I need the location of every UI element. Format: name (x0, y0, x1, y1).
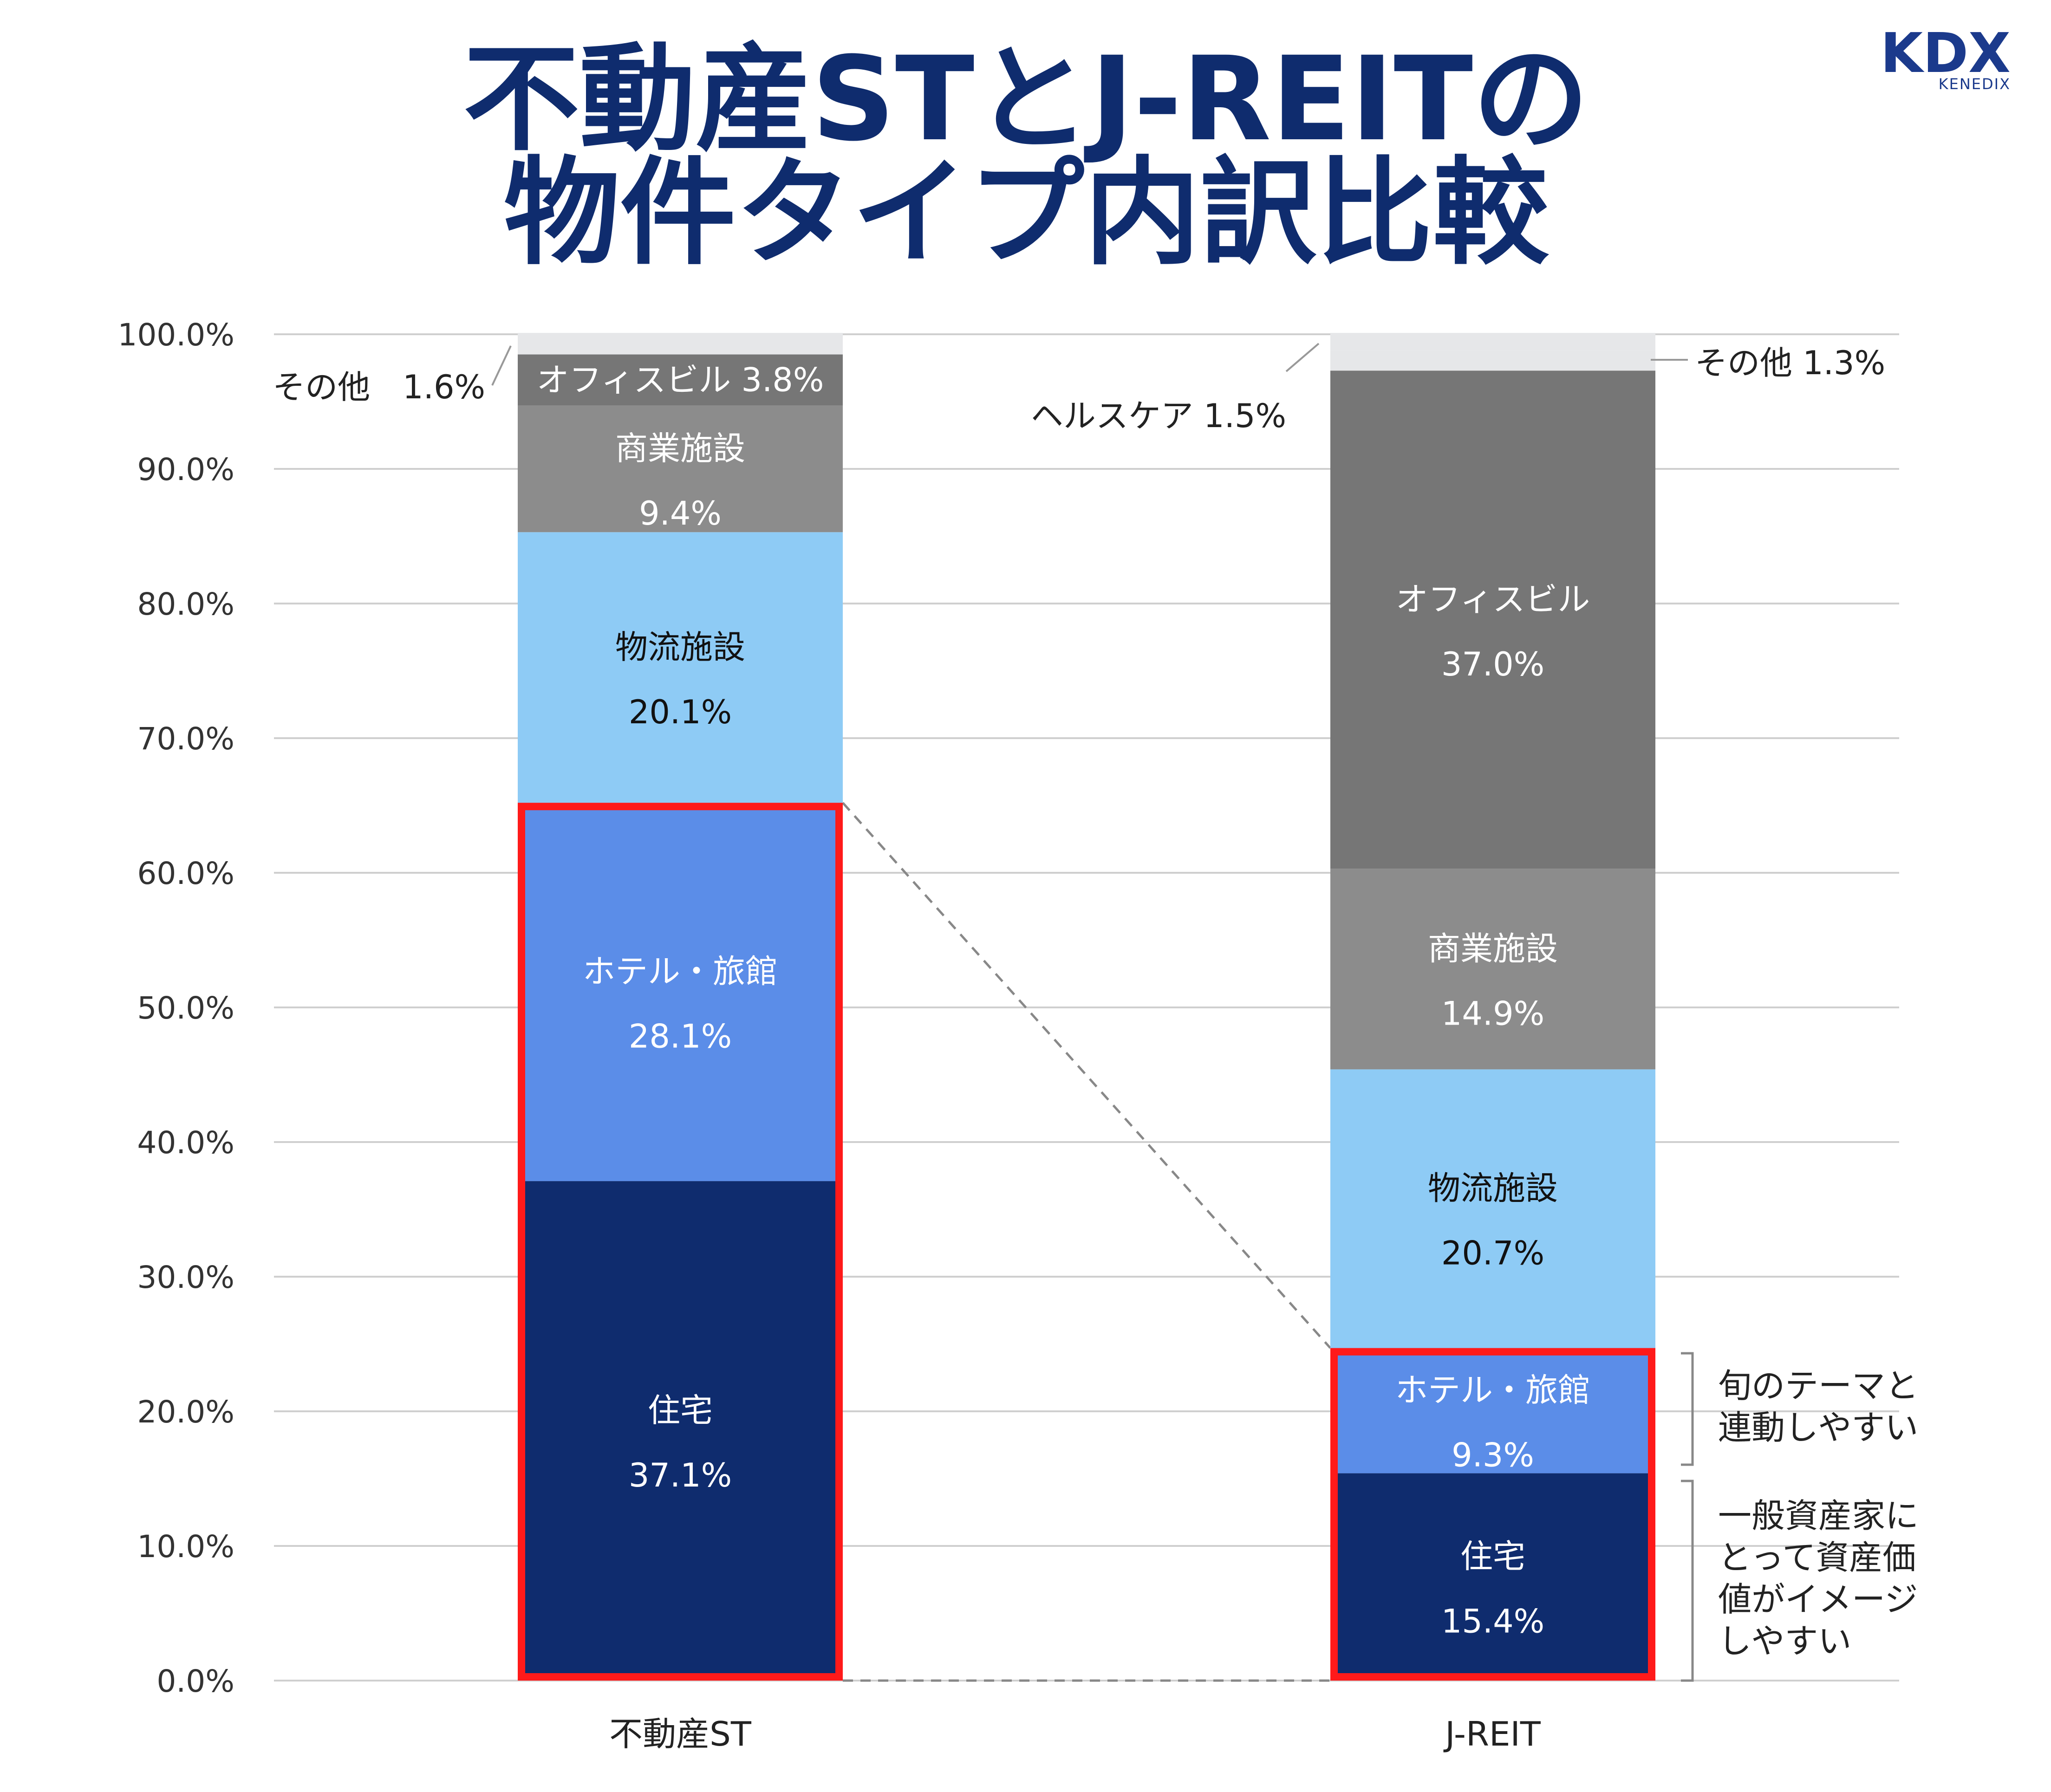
data-label: 28.1% (629, 1018, 732, 1056)
y-tick-label: 80.0% (137, 586, 234, 622)
connector-lines (842, 802, 1331, 1682)
x-tick-label: 不動産ST (609, 1714, 752, 1753)
highlight-boxes (518, 803, 1655, 1681)
data-label: 37.0% (1441, 645, 1544, 683)
data-label: 37.1% (629, 1456, 732, 1494)
y-tick-label: 90.0% (137, 452, 234, 487)
data-label: 15.4% (1441, 1603, 1544, 1641)
y-tick-label: 60.0% (137, 856, 234, 891)
segment-labels: 住宅 37.1% ホテル・旅館 28.1% 物流施設 20.1% 商業施設 9.4% 住宅 15.… (537, 361, 1590, 1641)
data-label: 20.1% (629, 693, 732, 731)
bar-segment (518, 405, 843, 532)
x-tick-label: J-REIT (1443, 1714, 1541, 1753)
logo-wordmark: KDX (1881, 21, 2011, 85)
jreit-healthcare-leader (1285, 343, 1320, 372)
y-axis-ticks: 0.0% 10.0% 20.0% 30.0% 40.0% 50.0% 60.0% 70.0% 8… (117, 317, 234, 1699)
y-tick-label: 50.0% (137, 990, 234, 1026)
asset-note-line-2: とって資産価 (1718, 1538, 1916, 1577)
segment-category-label: ホテル・旅館 (1395, 1371, 1590, 1409)
segment-category-label: オフィスビル (1396, 580, 1590, 618)
data-label: 9.4% (639, 494, 722, 532)
data-label: オフィスビル 3.8% (537, 361, 824, 399)
jreit-other-label: その他 1.3% (1695, 344, 1885, 382)
y-tick-label: 100.0% (117, 317, 234, 353)
external-labels: その他 1.6% ヘルスケア 1.5% その他 1.3% (273, 343, 1885, 435)
data-label: 9.3% (1452, 1436, 1534, 1474)
theme-brace (1681, 1352, 1694, 1466)
kdx-logo: KDX KENEDIX (1881, 21, 2011, 93)
jreit-healthcare-label: ヘルスケア 1.5% (1031, 397, 1286, 435)
data-label: 20.7% (1441, 1234, 1544, 1273)
asset-note-line-1: 一般資産家に (1718, 1496, 1919, 1535)
segment-category-label: 商業施設 (615, 429, 745, 467)
connector-top (842, 802, 1331, 1349)
highlight-box (518, 803, 843, 1681)
st-other-leader (491, 345, 512, 386)
segment-category-label: 物流施設 (1428, 1169, 1558, 1208)
bar-segment (1330, 333, 1655, 351)
segment-category-label: 住宅 (648, 1391, 713, 1429)
x-axis-ticks: 不動産ST J-REIT (609, 1714, 1541, 1753)
y-tick-label: 10.0% (137, 1529, 234, 1565)
bar-segment (518, 354, 843, 406)
y-tick-label: 30.0% (137, 1260, 234, 1295)
bar-segment (1330, 370, 1655, 869)
theme-note-line-1: 旬のテーマと (1718, 1366, 1919, 1405)
annotation-braces: 旬のテーマと 連動しやすい 一般資産家に とって資産価 値がイメージ しやすい (1681, 1352, 1919, 1682)
asset-value-brace (1681, 1480, 1694, 1682)
bar-segment (518, 803, 843, 1182)
logo-subtitle: KENEDIX (1939, 75, 2011, 93)
data-label: 14.9% (1441, 994, 1544, 1032)
theme-note-line-2: 連動しやすい (1718, 1408, 1918, 1447)
y-tick-label: 0.0% (156, 1663, 234, 1699)
segment-category-label: 住宅 (1460, 1538, 1525, 1576)
bar-segment (518, 333, 843, 355)
bar-segment (1330, 350, 1655, 371)
segment-category-label: 商業施設 (1428, 929, 1558, 967)
segment-category-label: ホテル・旅館 (583, 953, 778, 991)
bar-segment (518, 1181, 843, 1681)
asset-note-line-4: しやすい (1718, 1622, 1851, 1661)
y-tick-label: 20.0% (137, 1394, 234, 1430)
y-tick-label: 40.0% (137, 1125, 234, 1161)
bar-segment (1330, 1069, 1655, 1348)
bar-segment (1330, 869, 1655, 1070)
chart-title-line-1: 不動産STとJ-REITの (463, 32, 1589, 167)
st-other-label: その他 1.6% (273, 368, 485, 406)
y-tick-label: 70.0% (137, 721, 234, 757)
bar-segment (1330, 1473, 1655, 1681)
stacked-bars (518, 333, 1655, 1681)
asset-note-line-3: 値がイメージ (1718, 1580, 1918, 1619)
bar-segment (518, 532, 843, 803)
segment-category-label: 物流施設 (615, 628, 745, 666)
highlight-box (1330, 1348, 1655, 1681)
bar-segment (1330, 1348, 1655, 1474)
chart-title-line-2: 物件タイプ内訳比較 (504, 145, 1550, 280)
